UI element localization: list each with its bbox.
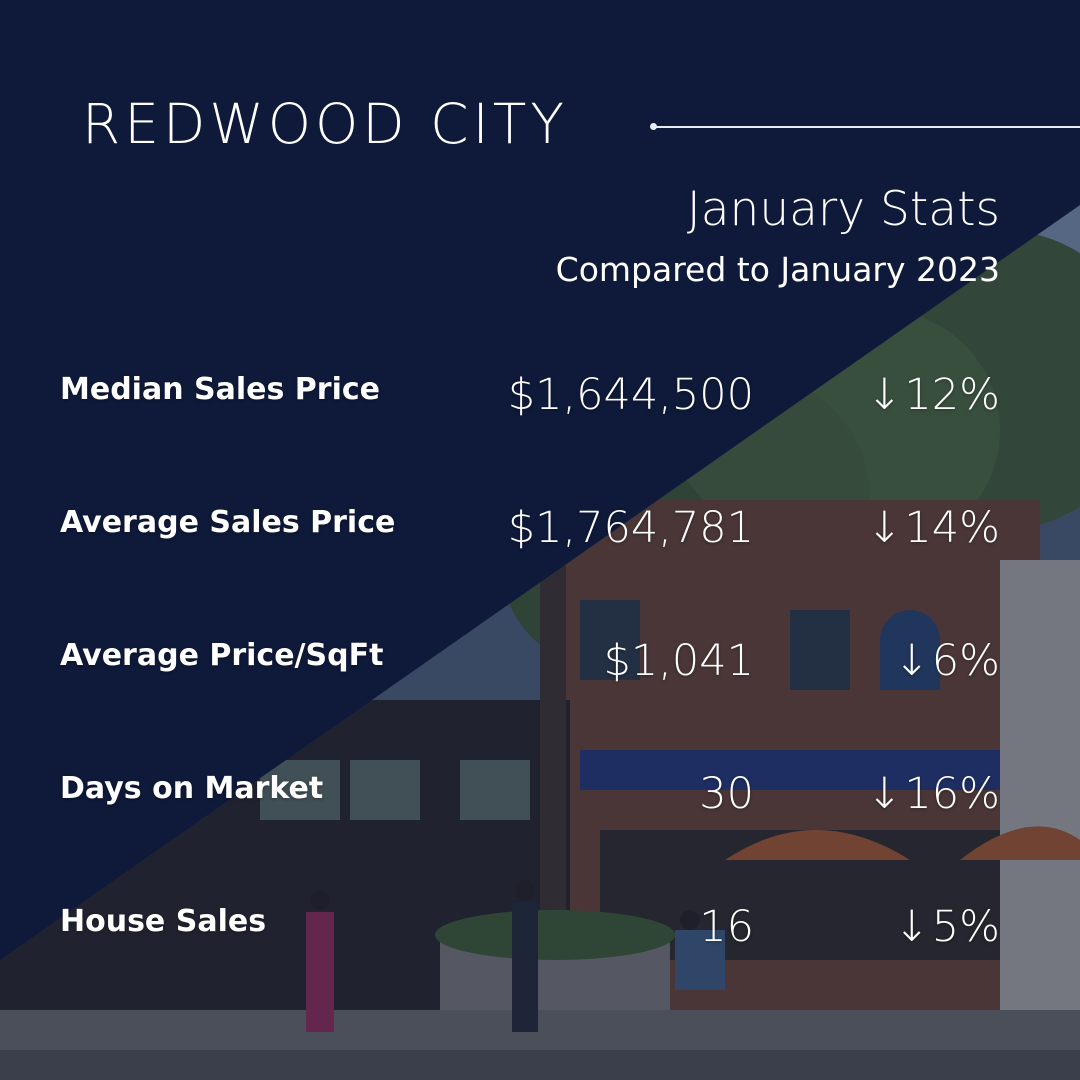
stat-value: $1,041 [603, 636, 754, 686]
stat-label: Average Price/SqFt [60, 638, 384, 673]
stats-title: January Stats [686, 182, 1000, 237]
stat-change: ↓6% [894, 636, 1000, 686]
stat-change: ↓5% [894, 902, 1000, 952]
stat-row-average-sales-price: Average Sales Price $1,764,781 ↓14% [0, 503, 1080, 565]
stat-change: ↓16% [866, 769, 1000, 819]
stat-row-average-price-sqft: Average Price/SqFt $1,041 ↓6% [0, 636, 1080, 698]
stat-change-percent: 16% [904, 769, 1000, 819]
stats-subtitle: Compared to January 2023 [555, 250, 1000, 289]
stat-row-house-sales: House Sales 16 ↓5% [0, 902, 1080, 964]
stat-row-median-sales-price: Median Sales Price $1,644,500 ↓12% [0, 370, 1080, 432]
city-title: REDWOOD CITY [82, 92, 568, 156]
stat-change-percent: 12% [904, 370, 1000, 420]
stat-value: $1,764,781 [507, 503, 754, 553]
stat-value: 16 [699, 902, 754, 952]
down-arrow-icon: ↓ [866, 503, 903, 553]
stat-value: $1,644,500 [507, 370, 754, 420]
stat-change: ↓12% [866, 370, 1000, 420]
stat-label: Average Sales Price [60, 505, 396, 540]
stat-label: Days on Market [60, 771, 324, 806]
title-rule [652, 126, 1080, 128]
stat-change-percent: 14% [904, 503, 1000, 553]
down-arrow-icon: ↓ [893, 902, 930, 952]
stat-label: Median Sales Price [60, 372, 380, 407]
stat-change: ↓14% [866, 503, 1000, 553]
stat-change-percent: 6% [931, 636, 1000, 686]
stat-change-percent: 5% [931, 902, 1000, 952]
stat-value: 30 [699, 769, 754, 819]
stat-label: House Sales [60, 904, 267, 939]
down-arrow-icon: ↓ [893, 636, 930, 686]
down-arrow-icon: ↓ [866, 370, 903, 420]
stat-row-days-on-market: Days on Market 30 ↓16% [0, 769, 1080, 831]
down-arrow-icon: ↓ [866, 769, 903, 819]
